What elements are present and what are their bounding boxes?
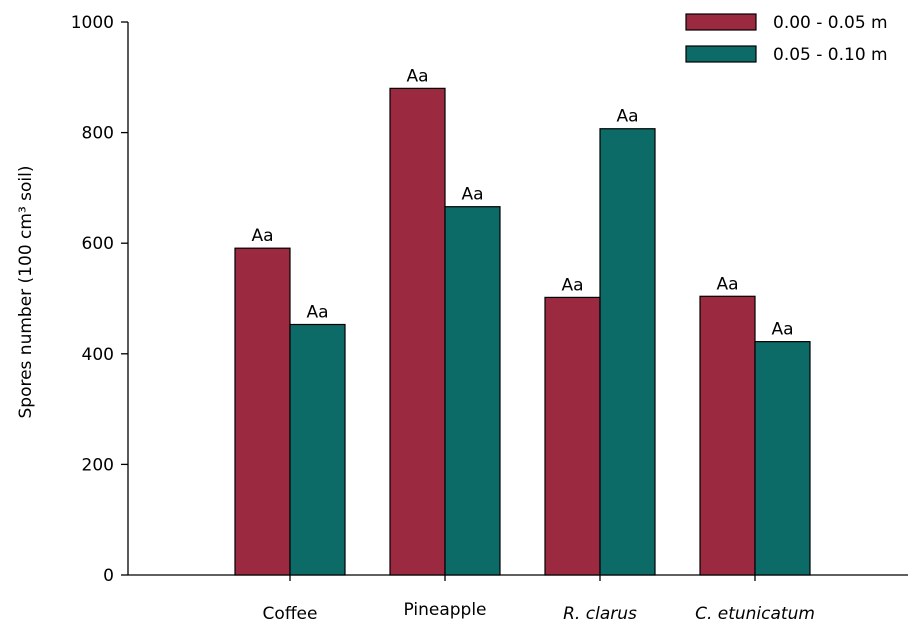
bar bbox=[699, 295, 756, 576]
x-tick-label: R. clarus bbox=[563, 604, 637, 624]
data-label: Aa bbox=[771, 320, 793, 340]
data-label: Aa bbox=[616, 107, 638, 127]
data-label: Aa bbox=[716, 274, 738, 294]
legend: 0.00 - 0.05 m 0.05 - 0.10 m bbox=[685, 13, 888, 65]
bars: Aa Aa Aa Aa Aa Aa Aa Aa bbox=[234, 66, 811, 576]
y-axis-label: Spores number (100 cm³ soil) bbox=[16, 165, 36, 418]
bar bbox=[599, 128, 656, 576]
y-tick-label: 0 bbox=[103, 566, 114, 586]
data-label: Aa bbox=[251, 226, 273, 246]
y-tick-label: 400 bbox=[82, 345, 114, 365]
data-label: Aa bbox=[561, 275, 583, 295]
legend-swatch bbox=[685, 13, 757, 31]
legend-label: 0.00 - 0.05 m bbox=[773, 13, 888, 33]
y-tick-label: 1000 bbox=[71, 13, 114, 33]
y-tick-label: 200 bbox=[82, 455, 114, 475]
y-tick-label: 800 bbox=[82, 124, 114, 144]
x-tick-label: C. etunicatum bbox=[695, 604, 815, 624]
bar bbox=[389, 87, 446, 576]
x-tick-label: Coffee bbox=[263, 604, 318, 624]
legend-swatch bbox=[685, 45, 757, 63]
bar bbox=[289, 323, 346, 576]
bar bbox=[754, 341, 811, 576]
y-tick-label: 600 bbox=[82, 234, 114, 254]
legend-label: 0.05 - 0.10 m bbox=[773, 45, 888, 65]
data-label: Aa bbox=[306, 302, 328, 322]
x-tick-label: Pineapple bbox=[403, 600, 486, 620]
bar bbox=[444, 206, 501, 576]
axes: 0 200 400 600 800 1000 Coffee Pineapple R. claru… bbox=[71, 13, 908, 624]
bar bbox=[234, 247, 291, 576]
data-label: Aa bbox=[406, 66, 428, 86]
bar bbox=[544, 296, 601, 576]
data-label: Aa bbox=[461, 185, 483, 205]
